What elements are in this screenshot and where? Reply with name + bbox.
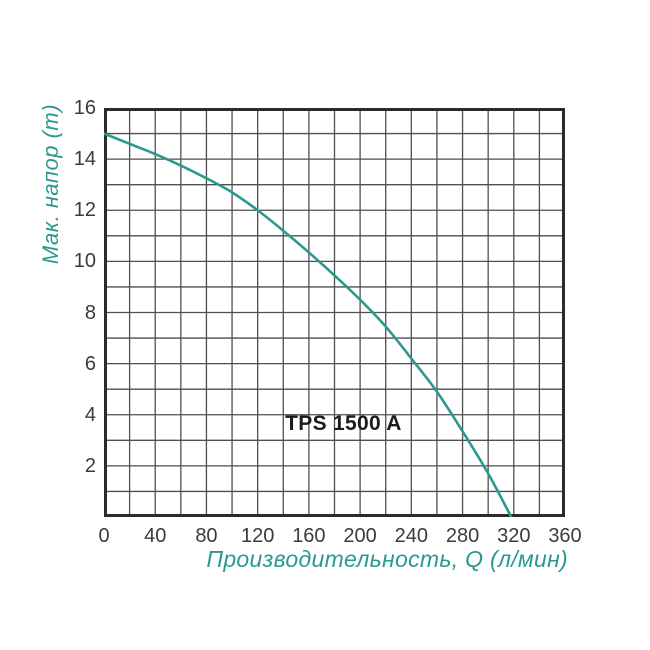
y-tick-label: 6 (84, 352, 96, 375)
y-tick-label: 14 (73, 148, 96, 171)
plot-area (104, 108, 565, 517)
y-tick-label: 10 (73, 250, 96, 273)
x-tick-label: 240 (394, 525, 429, 547)
y-tick-label: 4 (84, 403, 96, 426)
x-tick-label: 200 (343, 525, 377, 547)
x-tick-label: 40 (144, 525, 167, 547)
x-tick-label: 320 (497, 525, 531, 547)
plot-border (104, 108, 565, 517)
y-axis-title: Мак. напор (m) (38, 103, 63, 265)
y-tick-label: 16 (73, 97, 96, 119)
x-tick-label: 160 (292, 525, 326, 547)
x-tick-label: 360 (548, 525, 582, 547)
grid-lines (104, 108, 565, 517)
y-tick-label: 2 (84, 454, 96, 477)
x-tick-label: 0 (98, 525, 110, 547)
x-tick-label: 280 (445, 525, 480, 547)
performance-curve (104, 132, 513, 517)
x-tick-label: 120 (240, 525, 275, 547)
x-axis-title: Производительность, Q (л/мин) (206, 546, 568, 572)
y-tick-label: 8 (84, 301, 96, 324)
model-label: TPS 1500 A (285, 411, 402, 435)
x-tick-label: 80 (195, 525, 218, 547)
y-tick-label: 12 (73, 199, 96, 222)
